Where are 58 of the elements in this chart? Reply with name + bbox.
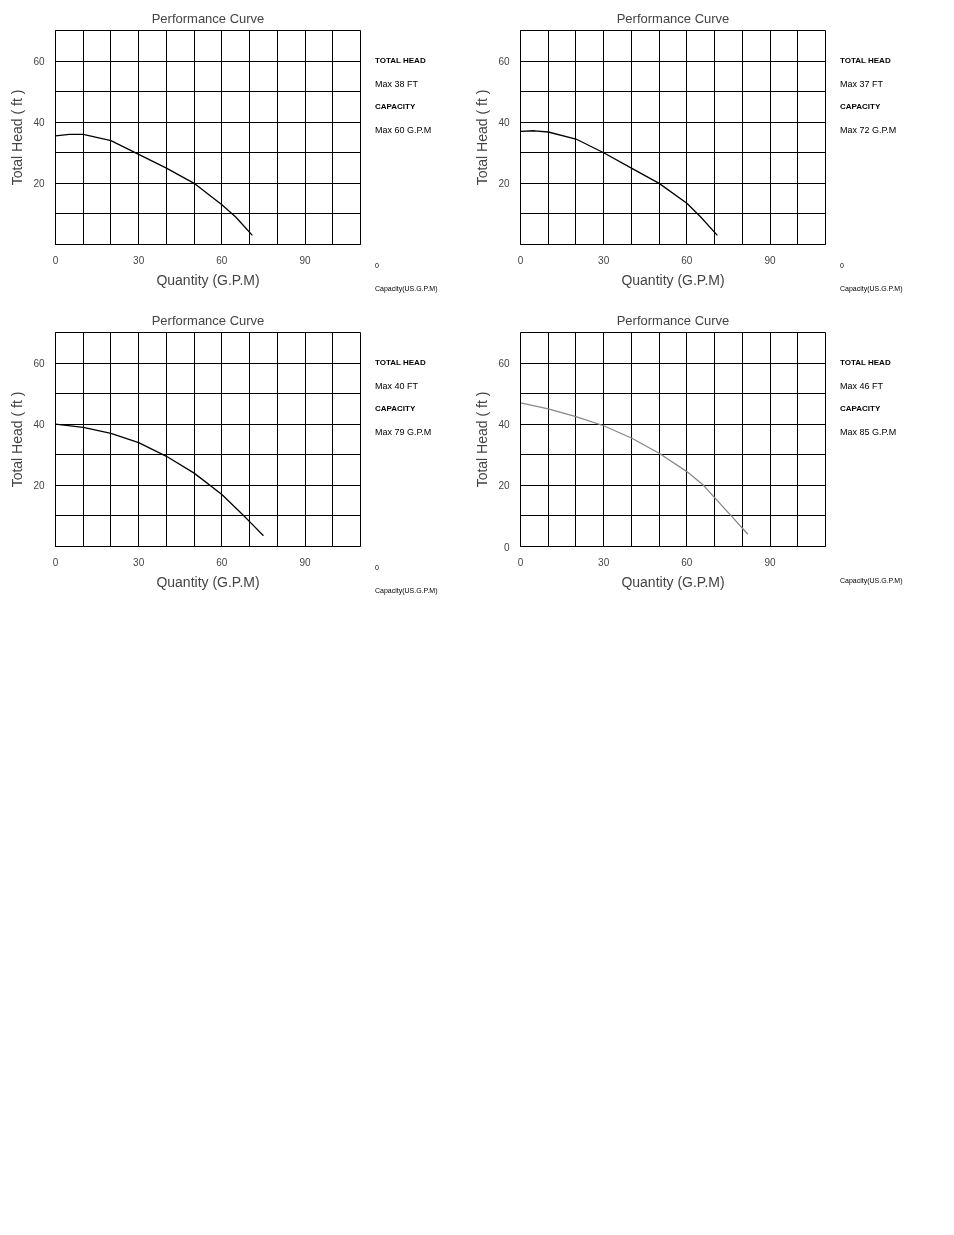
chart-title: Performance Curve: [616, 312, 730, 328]
y-tick-label: 60: [498, 358, 510, 370]
x-tick-label: 0: [517, 556, 524, 568]
x-tick-label: 90: [764, 556, 777, 568]
y-tick-label: 20: [498, 178, 510, 190]
x-tick-label: 60: [216, 556, 228, 568]
x-tick-label: 30: [598, 556, 610, 568]
x-tick-label: 90: [299, 254, 312, 266]
text: Max 37 FT: [840, 78, 884, 91]
text: CAPACITY: [375, 101, 416, 113]
x-axis-title: Quantity (G.P.M): [156, 271, 260, 288]
text: Max 40 FT: [375, 380, 419, 393]
text: Max 60 G.P.M: [375, 124, 432, 137]
chart-title: Performance Curve: [616, 10, 730, 26]
line-series: [520, 402, 749, 535]
text: CAPACITY: [840, 403, 881, 415]
text: TOTAL HEAD: [840, 357, 891, 369]
text: Max 72 G.P.M: [840, 124, 897, 137]
text: TOTAL HEAD: [840, 55, 891, 67]
y-tick-label: 20: [33, 178, 45, 190]
text: Max 85 G.P.M: [840, 426, 897, 439]
chart-title: Performance Curve: [151, 312, 265, 328]
text: Max 38 FT: [375, 78, 419, 91]
x-tick-label: 90: [299, 556, 312, 568]
y-tick-label: 40: [33, 419, 45, 431]
x-tick-label: 30: [133, 556, 145, 568]
x-tick-label: 60: [216, 254, 228, 266]
x-tick-label: 0: [517, 254, 524, 266]
y-tick-label: 20: [498, 480, 510, 492]
x-axis-title: Quantity (G.P.M): [621, 271, 725, 288]
y-axis-title: Total Head ( ft ): [474, 89, 491, 186]
y-axis-title: Total Head ( ft ): [9, 391, 26, 488]
text: Max 79 G.P.M: [375, 426, 432, 439]
y-tick-label: 0: [503, 541, 510, 553]
text: TOTAL HEAD: [375, 357, 426, 369]
x-tick-label: 90: [764, 254, 777, 266]
y-tick-label: 60: [498, 56, 510, 68]
y-axis-title: Total Head ( ft ): [474, 391, 491, 488]
text: Max 46 FT: [840, 380, 884, 393]
y-tick-label: 40: [498, 117, 510, 129]
chart-title: Performance Curve: [151, 10, 265, 26]
text: CAPACITY: [375, 403, 416, 415]
x-tick-label: 30: [598, 254, 610, 266]
x-axis-title: Quantity (G.P.M): [621, 573, 725, 590]
x-tick-label: 0: [52, 254, 59, 266]
text: TOTAL HEAD: [375, 55, 426, 67]
x-tick-label: 60: [681, 254, 693, 266]
text: CAPACITY: [840, 101, 881, 113]
y-axis-title: Total Head ( ft ): [9, 89, 26, 186]
y-tick-label: 60: [33, 358, 45, 370]
y-tick-label: 60: [33, 56, 45, 68]
x-tick-label: 0: [52, 556, 59, 568]
x-axis-title: Quantity (G.P.M): [156, 573, 260, 590]
x-tick-label: 60: [681, 556, 693, 568]
y-tick-label: 20: [33, 480, 45, 492]
y-tick-label: 40: [498, 419, 510, 431]
y-tick-label: 40: [33, 117, 45, 129]
x-tick-label: 30: [133, 254, 145, 266]
